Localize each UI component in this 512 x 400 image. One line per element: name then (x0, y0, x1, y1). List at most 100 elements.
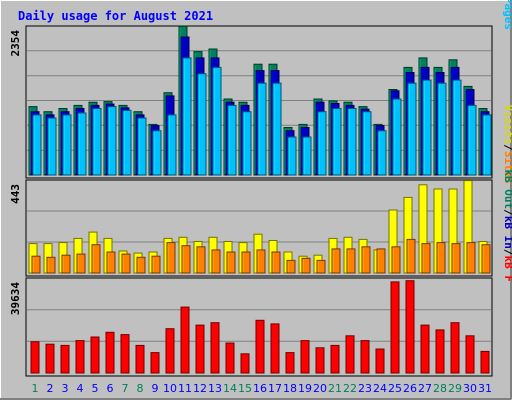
bar-pages-day-16 (257, 82, 267, 176)
kbytes-panel: 39634 (9, 277, 493, 377)
x-tick-label-day-12: 12 (193, 382, 207, 395)
bar-sites-day-18 (286, 259, 296, 274)
bar-pages-day-27 (422, 79, 432, 176)
bar-pages-day-5 (92, 108, 102, 176)
bar-kbytes-day-3 (60, 344, 70, 374)
legend-visits-sites: Visits/Sites (502, 105, 512, 185)
bar-pages-day-7 (122, 109, 132, 176)
bar-marks (30, 280, 490, 374)
bar-pages-day-8 (137, 117, 147, 176)
bar-kbytes-day-13 (210, 322, 220, 374)
legend-entry: / (502, 249, 512, 256)
bar-kbytes-day-21 (330, 344, 340, 374)
bar-pages-day-21 (332, 108, 342, 176)
bar-sites-day-19 (301, 257, 311, 274)
legend-entry: kB Out (502, 169, 512, 209)
bar-sites-day-23 (361, 246, 371, 274)
x-tick-label-day-3: 3 (62, 382, 69, 395)
y-max-label: 39634 (9, 282, 22, 315)
x-tick-label-day-18: 18 (283, 382, 297, 395)
bar-kbytes-day-17 (270, 323, 280, 374)
bar-sites-day-29 (451, 243, 461, 274)
bar-sites-day-5 (91, 244, 101, 274)
x-tick-label-day-6: 6 (107, 382, 114, 395)
bar-sites-day-20 (316, 259, 326, 274)
x-tick-label-day-15: 15 (238, 382, 252, 395)
bar-sites-day-12 (196, 246, 206, 274)
bar-sites-day-22 (346, 248, 356, 274)
x-tick-label-day-10: 10 (163, 382, 177, 395)
bar-sites-day-3 (61, 254, 71, 274)
legend-entry: Sites (502, 151, 512, 184)
bar-sites-day-17 (271, 251, 281, 274)
bar-marks (28, 25, 492, 176)
legend-hits-files-pages: Hits/Files/Pages (502, 0, 512, 30)
legend-entry: kB F (502, 256, 512, 283)
legend-entry: Pages (502, 0, 512, 30)
bar-kbytes-day-20 (315, 347, 325, 374)
bar-pages-day-29 (452, 79, 462, 176)
bar-kbytes-day-16 (255, 319, 265, 374)
x-tick-label-day-27: 27 (418, 382, 432, 395)
bar-pages-day-17 (272, 82, 282, 176)
legend-kbytes: kB Out/kB In/kB F (502, 169, 512, 282)
bar-sites-day-28 (436, 242, 446, 274)
bar-kbytes-day-1 (30, 341, 40, 374)
bar-kbytes-day-7 (120, 334, 130, 374)
bar-sites-day-4 (76, 253, 86, 274)
x-axis-day-labels: 1 2 3 4 5 6 7 8 9 10 11 12 13 14 15 16 17 18 19 20 21 22 23 24 2… (32, 382, 493, 395)
bar-kbytes-day-24 (375, 348, 385, 374)
bar-pages-day-22 (347, 108, 357, 176)
x-tick-label-day-24: 24 (373, 382, 387, 395)
bar-sites-day-24 (376, 248, 386, 274)
bar-kbytes-day-9 (150, 352, 160, 374)
bar-kbytes-day-19 (300, 340, 310, 374)
y-max-label: 443 (9, 184, 22, 204)
x-tick-label-day-26: 26 (403, 382, 417, 395)
x-tick-label-day-13: 13 (208, 382, 222, 395)
bar-kbytes-day-2 (45, 343, 55, 374)
x-tick-label-day-7: 7 (122, 382, 129, 395)
bar-sites-day-1 (31, 255, 41, 274)
visits-sites-panel: 443 (9, 179, 493, 277)
bar-pages-day-3 (62, 114, 72, 176)
bar-sites-day-10 (166, 242, 176, 274)
x-tick-label-day-16: 16 (253, 382, 267, 395)
bar-sites-day-30 (466, 242, 476, 274)
bar-sites-day-21 (331, 248, 341, 274)
x-tick-label-day-28: 28 (433, 382, 447, 395)
hits-files-pages-panel: 2354 (9, 25, 493, 179)
legend-entry: / (502, 209, 512, 216)
bar-sites-day-11 (181, 245, 191, 274)
bar-sites-day-7 (121, 253, 131, 274)
bar-sites-day-6 (106, 251, 116, 274)
bar-sites-day-8 (136, 256, 146, 274)
bar-sites-day-15 (241, 251, 251, 274)
y-max-label: 2354 (9, 30, 22, 57)
legend-entry: / (502, 144, 512, 151)
bar-pages-day-15 (242, 111, 252, 176)
bar-pages-day-11 (182, 57, 192, 176)
bar-kbytes-day-31 (480, 350, 490, 374)
bar-sites-day-9 (151, 255, 161, 274)
bar-sites-day-26 (406, 238, 416, 274)
bar-kbytes-day-12 (195, 324, 205, 374)
bar-pages-day-2 (47, 117, 57, 176)
x-tick-label-day-8: 8 (137, 382, 144, 395)
x-tick-label-day-1: 1 (32, 382, 39, 395)
bar-pages-day-25 (392, 98, 402, 176)
x-tick-label-day-14: 14 (223, 382, 237, 395)
bar-pages-day-31 (482, 114, 492, 176)
x-tick-label-day-2: 2 (47, 382, 54, 395)
bar-sites-day-27 (421, 243, 431, 274)
bar-kbytes-day-5 (90, 336, 100, 374)
bar-sites-day-16 (256, 249, 266, 274)
bar-kbytes-day-4 (75, 340, 85, 374)
legend-entry: kB In (502, 216, 512, 249)
bar-kbytes-day-11 (180, 306, 190, 374)
bar-pages-day-12 (197, 73, 207, 176)
x-tick-label-day-29: 29 (448, 382, 462, 395)
bar-kbytes-day-29 (450, 322, 460, 374)
x-tick-label-day-31: 31 (478, 382, 492, 395)
